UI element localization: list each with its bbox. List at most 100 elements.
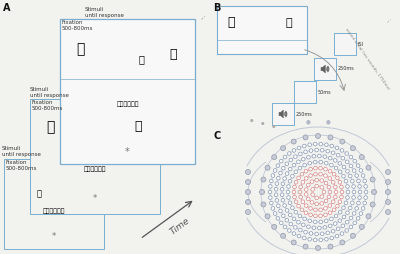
Circle shape	[275, 199, 279, 202]
Circle shape	[386, 180, 390, 184]
Circle shape	[303, 217, 306, 221]
Circle shape	[299, 195, 302, 199]
Circle shape	[344, 201, 348, 205]
Circle shape	[315, 232, 318, 236]
Circle shape	[279, 171, 282, 175]
Text: 🏡: 🏡	[169, 47, 177, 60]
Circle shape	[335, 146, 339, 150]
Circle shape	[341, 156, 345, 160]
Circle shape	[320, 202, 324, 205]
Circle shape	[328, 211, 332, 215]
Circle shape	[314, 166, 317, 170]
Circle shape	[304, 204, 308, 208]
Circle shape	[328, 244, 333, 249]
Text: 🏡: 🏡	[134, 120, 142, 134]
Circle shape	[276, 164, 280, 167]
Text: 🐄: 🐄	[36, 189, 42, 198]
Text: ●: ●	[326, 119, 330, 124]
Circle shape	[293, 195, 296, 199]
Circle shape	[346, 190, 350, 194]
Circle shape	[288, 179, 292, 183]
Circle shape	[331, 200, 335, 203]
Circle shape	[304, 177, 308, 180]
Text: *: *	[52, 232, 56, 242]
Circle shape	[314, 220, 317, 224]
Circle shape	[312, 226, 316, 230]
Circle shape	[327, 195, 331, 199]
Circle shape	[370, 177, 375, 182]
Circle shape	[320, 232, 324, 236]
Circle shape	[298, 228, 302, 232]
Circle shape	[327, 185, 331, 189]
Circle shape	[314, 214, 317, 218]
Circle shape	[314, 172, 317, 176]
Circle shape	[288, 152, 291, 155]
Circle shape	[333, 222, 337, 226]
Circle shape	[328, 156, 332, 160]
Circle shape	[338, 170, 342, 173]
Circle shape	[270, 179, 273, 183]
Circle shape	[291, 206, 294, 210]
Circle shape	[358, 190, 362, 194]
Circle shape	[246, 199, 250, 204]
Circle shape	[355, 207, 358, 210]
Circle shape	[271, 207, 275, 210]
Circle shape	[328, 177, 332, 180]
Circle shape	[311, 193, 314, 196]
Circle shape	[348, 174, 352, 178]
Circle shape	[319, 166, 322, 170]
Circle shape	[309, 149, 313, 152]
Circle shape	[342, 165, 346, 169]
Circle shape	[294, 200, 298, 203]
Circle shape	[340, 232, 344, 235]
Circle shape	[275, 182, 279, 185]
Circle shape	[270, 201, 273, 205]
Circle shape	[276, 204, 280, 208]
Circle shape	[386, 199, 390, 204]
Circle shape	[304, 230, 307, 234]
Text: 🐄🐄🐄🐄🐄🐄: 🐄🐄🐄🐄🐄🐄	[43, 208, 65, 214]
Circle shape	[291, 174, 294, 178]
Circle shape	[274, 193, 278, 197]
Text: C: C	[213, 131, 220, 141]
Circle shape	[352, 185, 355, 188]
Text: 🐄🐄🐄🐄🐄🐄: 🐄🐄🐄🐄🐄🐄	[116, 101, 139, 107]
Circle shape	[324, 161, 328, 165]
Circle shape	[309, 167, 312, 171]
Circle shape	[246, 180, 250, 184]
Circle shape	[307, 225, 310, 229]
Circle shape	[323, 155, 327, 158]
Circle shape	[342, 215, 346, 219]
Circle shape	[355, 174, 358, 177]
Circle shape	[328, 169, 332, 173]
Circle shape	[324, 213, 327, 217]
Text: 250ms: 250ms	[296, 112, 313, 117]
Circle shape	[338, 210, 342, 214]
Text: B: B	[213, 3, 220, 13]
Circle shape	[341, 224, 345, 228]
Circle shape	[303, 135, 308, 140]
Circle shape	[314, 208, 317, 212]
Circle shape	[276, 217, 280, 220]
Circle shape	[328, 204, 332, 208]
Circle shape	[246, 189, 250, 195]
Bar	[334, 33, 356, 55]
Circle shape	[308, 161, 312, 165]
Circle shape	[297, 204, 300, 208]
Circle shape	[328, 224, 332, 228]
Circle shape	[291, 240, 296, 245]
Circle shape	[323, 226, 327, 229]
Circle shape	[318, 154, 321, 158]
Circle shape	[308, 237, 312, 241]
Circle shape	[301, 200, 305, 203]
Circle shape	[359, 212, 363, 215]
Circle shape	[363, 179, 366, 183]
Circle shape	[291, 139, 296, 144]
Circle shape	[361, 174, 365, 177]
Circle shape	[346, 196, 349, 199]
Circle shape	[281, 198, 285, 202]
Text: Time: Time	[168, 216, 192, 236]
Circle shape	[359, 169, 363, 172]
Polygon shape	[279, 110, 283, 118]
Circle shape	[288, 229, 291, 232]
